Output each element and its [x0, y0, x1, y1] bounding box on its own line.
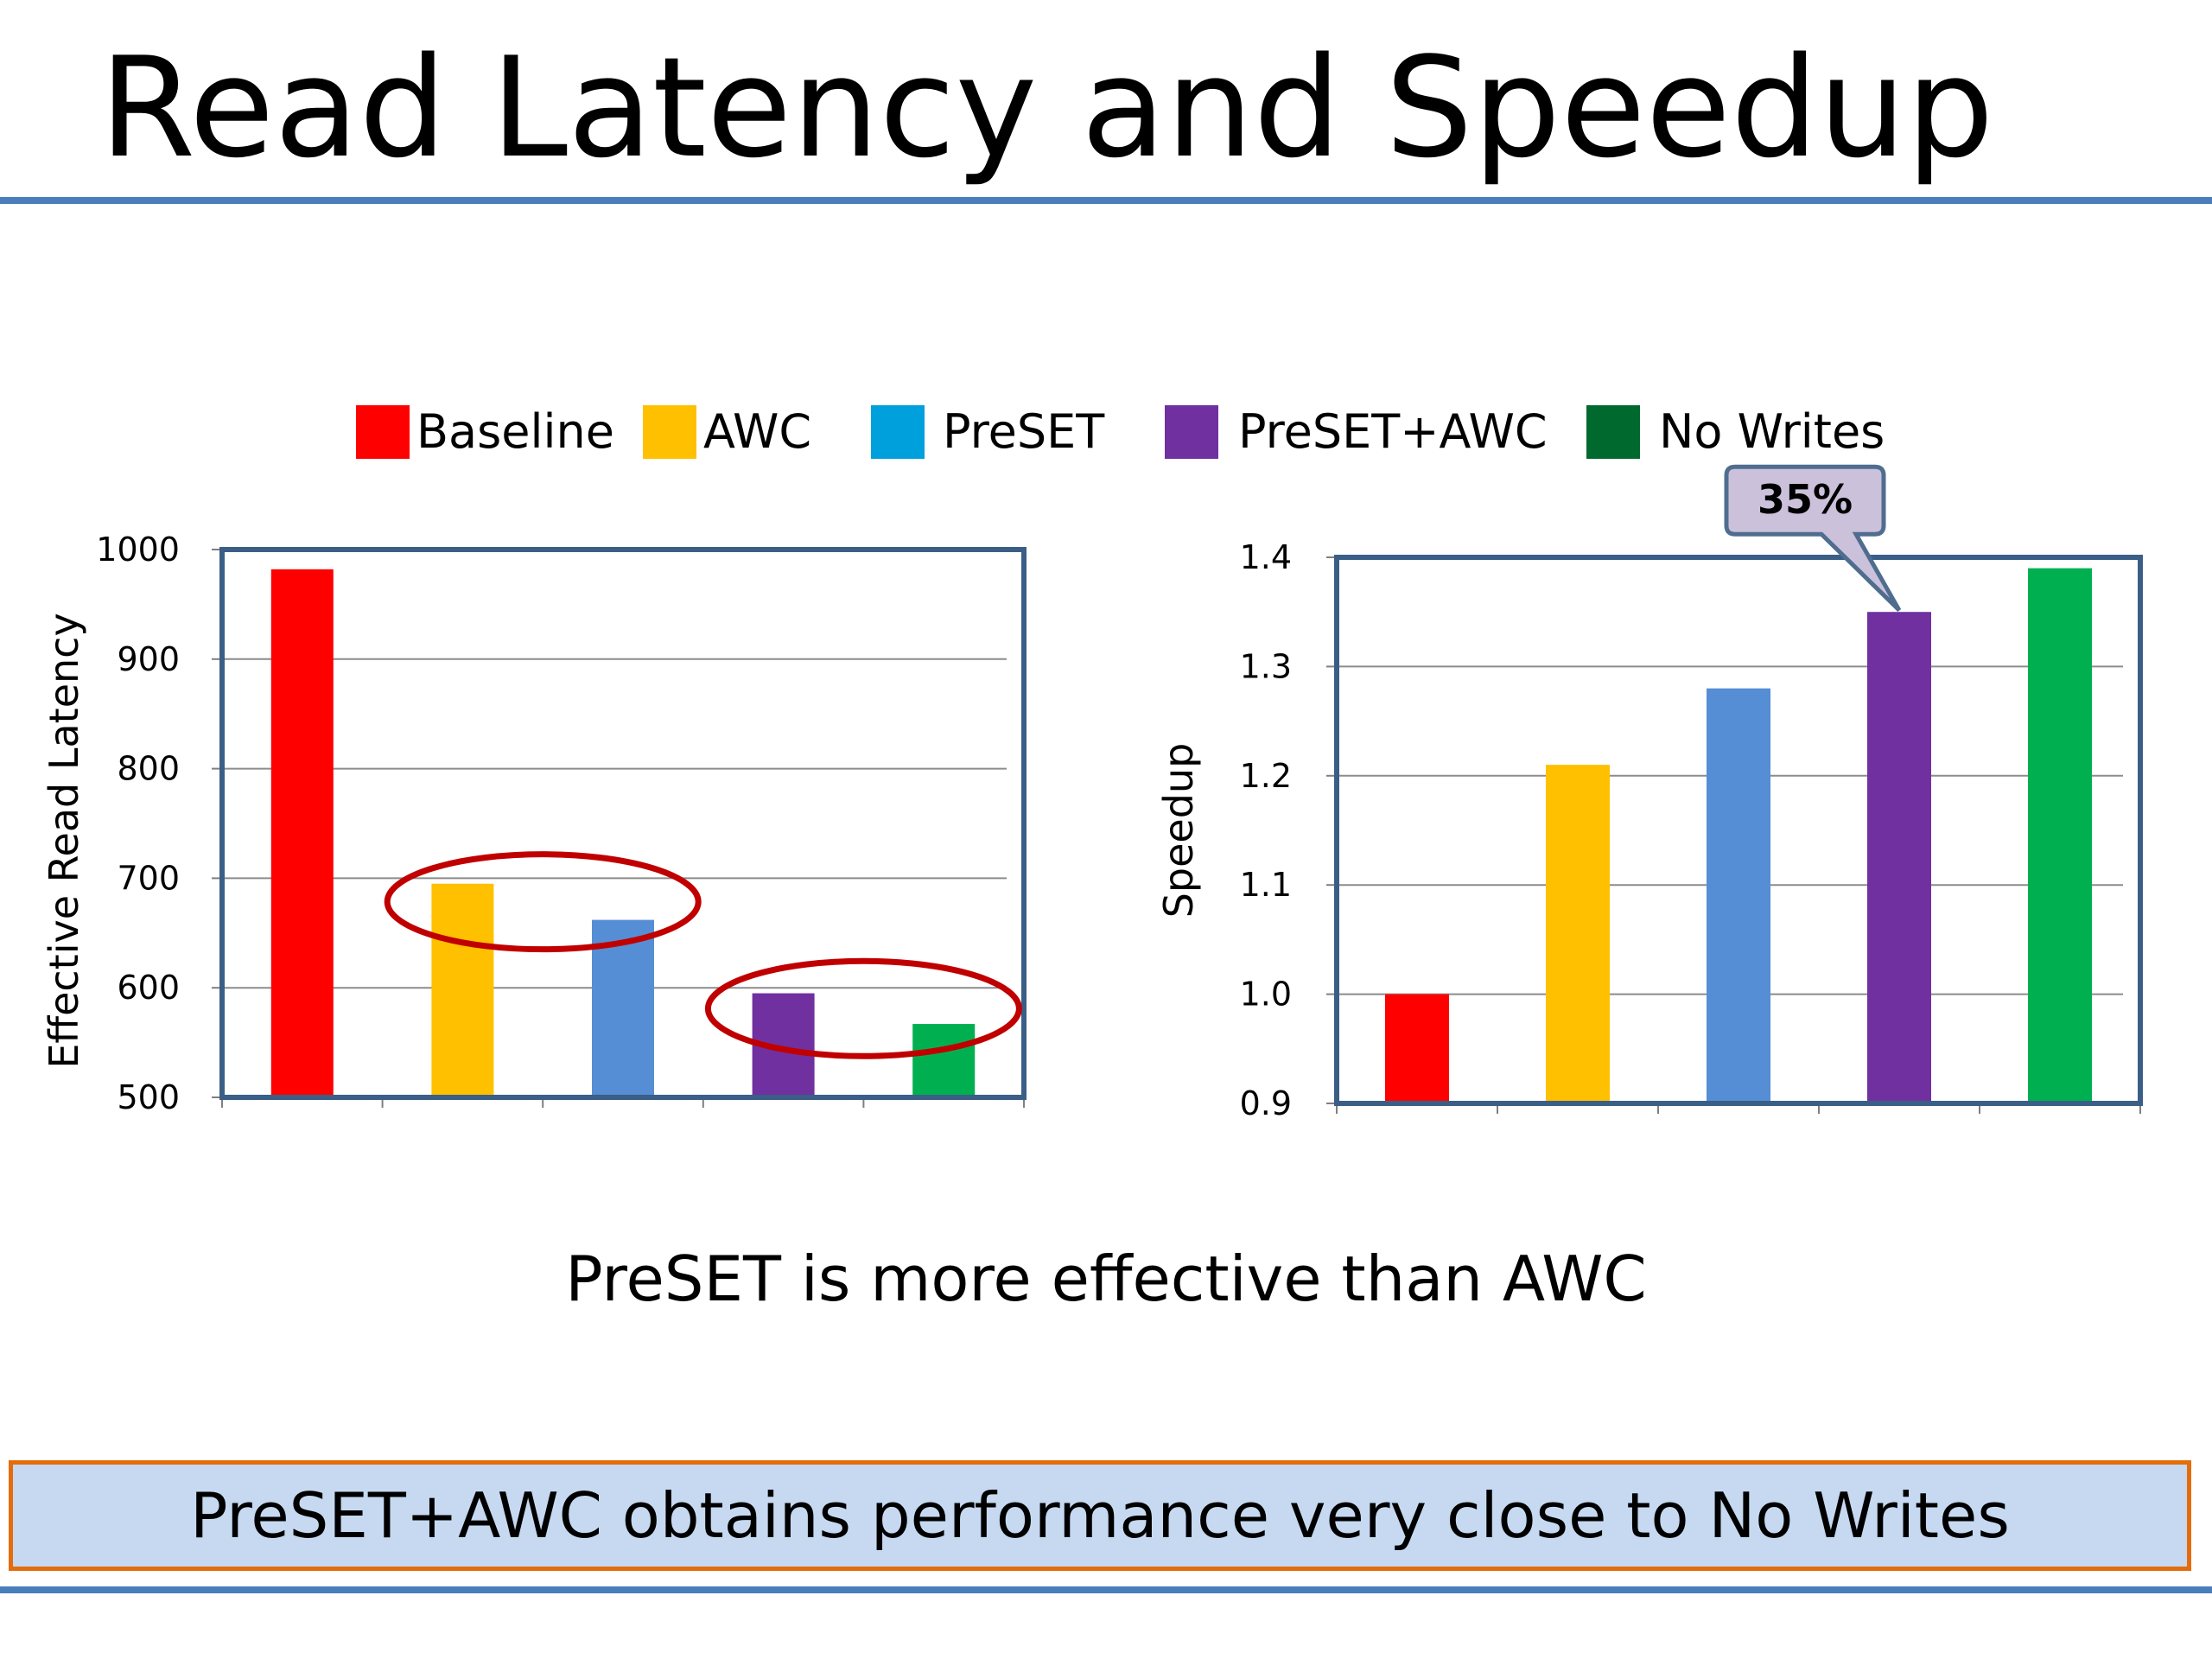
bottom-divider [0, 1586, 2212, 1593]
latency-bar-baseline [270, 569, 334, 1097]
legend-label-preset: PreSET [943, 404, 1105, 459]
legend-label-baseline: Baseline [416, 404, 614, 459]
latency-highlight-ellipse [704, 957, 1022, 1059]
chart-caption: PreSET is more effective than AWC [565, 1243, 1647, 1315]
latency-bar-no-writes [912, 1024, 976, 1097]
latency-y-tick-label: 800 [117, 750, 180, 788]
speedup-bar-preset [1707, 688, 1770, 1103]
latency-y-tick-label: 600 [117, 969, 180, 1007]
latency-y-tick-label: 1000 [96, 531, 180, 569]
latency-y-tick-label: 900 [117, 640, 180, 678]
legend-swatch-no-writes [1586, 405, 1640, 459]
speedup-y-tick-label: 0.9 [1240, 1084, 1292, 1122]
legend-label-preset-awc: PreSET+AWC [1238, 404, 1548, 459]
speedup-y-tick-label: 1.2 [1240, 757, 1292, 795]
latency-y-tick-label: 700 [117, 859, 180, 897]
legend-swatch-baseline [356, 405, 410, 459]
legend-swatch-preset-awc [1165, 405, 1218, 459]
speedup-y-tick-label: 1.0 [1240, 976, 1292, 1014]
chart-legend: Baseline AWC PreSET PreSET+AWC No Writes [0, 397, 2212, 467]
speedup-plot-frame [1334, 555, 2143, 1106]
legend-label-awc: AWC [703, 404, 812, 459]
speedup-bar-awc [1546, 765, 1610, 1103]
speedup-y-axis-title: Speedup [1155, 743, 1202, 918]
conclusion-box: PreSET+AWC obtains performance very clos… [9, 1460, 2191, 1571]
speedup-bar-no-writes [2028, 568, 2092, 1103]
speedup-y-tick-label: 1.1 [1240, 866, 1292, 904]
speedup-bar-preset-awc [1867, 612, 1931, 1103]
legend-swatch-awc [643, 405, 696, 459]
speedup-callout-bubble [1724, 464, 1902, 612]
title-divider [0, 197, 2212, 204]
latency-y-axis-title: Effective Read Latency [41, 613, 87, 1068]
latency-highlight-ellipse [384, 851, 702, 953]
legend-swatch-preset [871, 405, 925, 459]
speedup-y-tick-label: 1.3 [1240, 647, 1292, 685]
speedup-y-tick-label: 1.4 [1240, 538, 1292, 576]
legend-label-no-writes: No Writes [1659, 404, 1885, 459]
latency-y-tick-label: 500 [117, 1078, 180, 1116]
latency-bar-awc [431, 883, 494, 1097]
latency-plot-frame [219, 547, 1027, 1100]
speedup-bar-baseline [1385, 994, 1449, 1103]
speedup-callout-label: 35% [1758, 476, 1853, 523]
latency-bar-preset [592, 919, 654, 1097]
slide-title: Read Latency and Speedup [99, 27, 1994, 188]
